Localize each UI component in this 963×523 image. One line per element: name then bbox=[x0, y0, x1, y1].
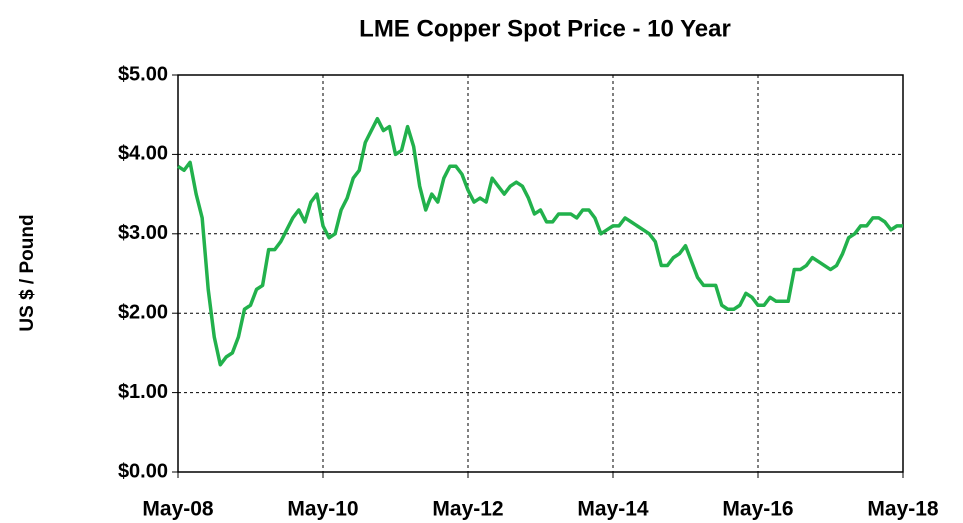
x-tick-label: May-16 bbox=[722, 498, 793, 521]
x-tick-label: May-12 bbox=[432, 498, 503, 521]
y-tick-label: $5.00 bbox=[118, 63, 168, 85]
x-tick-label: May-10 bbox=[287, 498, 358, 521]
y-tick-label: $0.00 bbox=[118, 460, 168, 482]
x-tick-label: May-08 bbox=[142, 498, 214, 521]
y-axis-label: US $ / Pound bbox=[17, 214, 38, 331]
plot-border bbox=[177, 74, 904, 473]
chart-title: LME Copper Spot Price - 10 Year bbox=[359, 15, 731, 42]
y-tick-label: $1.00 bbox=[118, 381, 168, 403]
y-tick-label: $4.00 bbox=[118, 143, 168, 165]
y-tick-label: $3.00 bbox=[118, 222, 168, 244]
price-line bbox=[177, 116, 903, 367]
x-tick-label: May-14 bbox=[577, 498, 649, 521]
y-tick-label: $2.00 bbox=[118, 301, 168, 323]
x-tick-label: May-18 bbox=[867, 498, 939, 521]
